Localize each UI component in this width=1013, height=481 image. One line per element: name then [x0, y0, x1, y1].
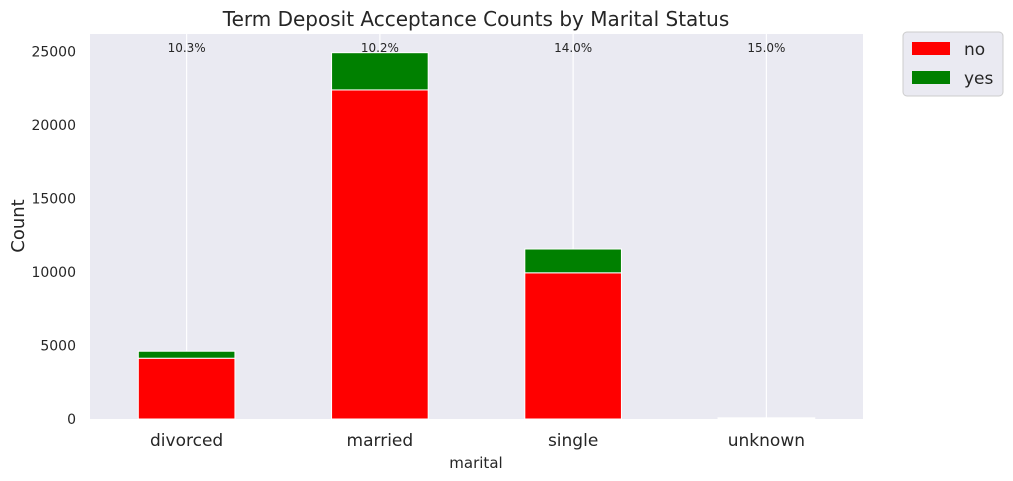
bar-yes-married	[331, 52, 429, 91]
x-tick-labels: divorced married single unknown	[150, 431, 805, 451]
y-axis-label: Count	[8, 199, 29, 252]
percent-label: 10.2%	[361, 41, 399, 55]
x-tick-label: unknown	[728, 431, 805, 451]
x-tick-label: divorced	[150, 431, 223, 451]
legend: no yes	[902, 31, 1004, 97]
legend-swatch-yes	[912, 71, 950, 84]
y-tick-labels: 0 5000 10000 15000 20000 25000	[31, 45, 76, 428]
x-tick-label: single	[548, 431, 598, 451]
y-tick-label: 0	[67, 412, 76, 428]
bar-no-single	[524, 272, 622, 420]
bar-yes-single	[524, 248, 622, 274]
bars	[137, 52, 816, 420]
y-tick-label: 5000	[40, 339, 76, 355]
x-axis-label: marital	[449, 454, 502, 472]
percent-label: 10.3%	[168, 41, 206, 55]
bar-no-divorced	[137, 357, 236, 420]
percent-label: 14.0%	[554, 41, 592, 55]
y-tick-label: 20000	[31, 118, 76, 134]
percent-label: 15.0%	[747, 41, 785, 55]
legend-label-yes: yes	[964, 69, 994, 89]
y-tick-label: 25000	[31, 45, 76, 61]
y-tick-label: 15000	[31, 192, 76, 208]
bar-yes-divorced	[137, 350, 236, 359]
bar-no-married	[331, 89, 429, 420]
x-tick-label: married	[347, 431, 414, 451]
y-tick-label: 10000	[31, 265, 76, 281]
chart-title: Term Deposit Acceptance Counts by Marita…	[222, 7, 730, 31]
percent-labels: 10.3% 10.2% 14.0% 15.0%	[168, 41, 786, 55]
legend-swatch-no	[912, 42, 950, 55]
legend-label-no: no	[964, 40, 985, 60]
